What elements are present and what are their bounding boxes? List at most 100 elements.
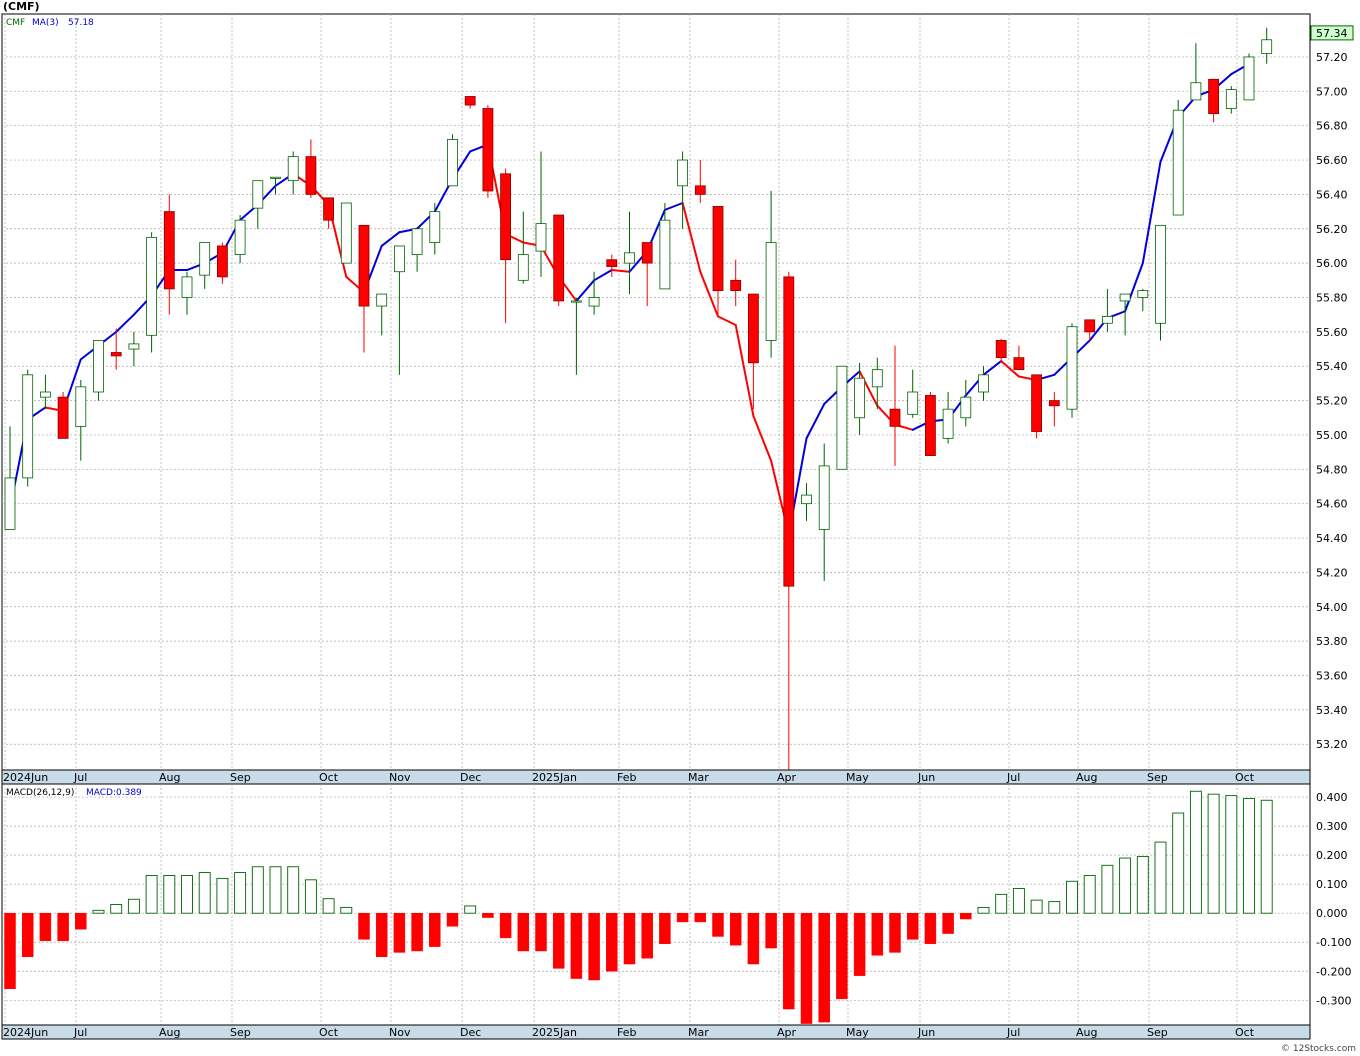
macd-bar: [818, 912, 830, 1023]
macd-bar: [181, 875, 193, 914]
candle: [978, 366, 989, 401]
candle: [110, 328, 122, 370]
macd-y-tick: 0.400: [1316, 791, 1348, 804]
candle-body: [1261, 39, 1273, 54]
macd-bar: [464, 905, 477, 914]
candle-body: [1225, 89, 1237, 109]
date-axis-top: 2024Jun Jul Aug Sep Oct Nov Dec 2025Jan Feb Mar Ap…: [1, 769, 1311, 785]
price-y-tick: 56.60: [1316, 154, 1348, 167]
macd-y-tick: -0.100: [1316, 936, 1351, 949]
candle: [818, 443, 830, 581]
candle: [146, 232, 158, 353]
price-y-tick: 54.00: [1316, 601, 1348, 614]
price-y-tick: 54.80: [1316, 463, 1348, 476]
x-tick-label: May: [846, 1026, 869, 1039]
ma3-segment: [982, 360, 1003, 376]
price-y-tick: 56.80: [1316, 120, 1348, 133]
x-tick-label: Feb: [617, 1026, 636, 1039]
candle-body: [1013, 357, 1025, 371]
macd-bar: [57, 912, 69, 942]
macd-bar: [747, 912, 760, 965]
candle-body: [216, 245, 228, 278]
x-tick-label: Sep: [230, 1026, 251, 1039]
candle: [748, 293, 759, 410]
candle: [730, 259, 742, 307]
macd-bar: [4, 912, 16, 989]
x-tick-label: Oct: [319, 771, 339, 784]
watermark: © 12Stocks.com: [1281, 1044, 1356, 1054]
x-tick-label: Jul: [1006, 771, 1020, 784]
macd-bar: [1083, 875, 1096, 914]
x-tick-label: Aug: [159, 1026, 180, 1039]
price-y-tick: 55.00: [1316, 429, 1348, 442]
candle-body: [305, 156, 317, 195]
macd-bar: [570, 912, 583, 979]
candle: [801, 483, 812, 521]
candle-body: [1155, 224, 1166, 324]
macd-bar: [1154, 841, 1167, 914]
candle-body: [748, 293, 759, 364]
candle-body: [22, 374, 34, 479]
macd-bar: [1243, 798, 1255, 914]
ma3-segment: [575, 279, 596, 302]
price-y-tick: 53.20: [1316, 738, 1348, 751]
x-tick-label: Aug: [1076, 1026, 1097, 1039]
macd-bar: [889, 912, 901, 953]
macd-bar: [39, 912, 52, 942]
x-tick-label: Mar: [688, 771, 709, 784]
x-tick-label: Dec: [460, 1026, 481, 1039]
price-y-axis: 53.20 53.40 53.60 53.80 54.00 54.20 54.40 54.60…: [1316, 51, 1348, 751]
price-panel: 53.20 53.40 53.60 53.80 54.00 54.20 54.40 54.60…: [1, 13, 1354, 796]
candle-body: [163, 211, 175, 290]
candle-body: [199, 242, 211, 276]
candle-body: [571, 300, 582, 303]
x-tick-label: Apr: [777, 771, 797, 784]
candle-body: [447, 139, 458, 187]
candle-body: [978, 374, 989, 393]
ma3-segment: [681, 202, 702, 273]
candle-body: [500, 173, 512, 261]
candle-body: [270, 176, 281, 179]
legend-ma-value: 57.18: [68, 18, 94, 28]
price-y-tick: 54.40: [1316, 532, 1348, 545]
candle: [1119, 293, 1131, 336]
candle-body: [1048, 400, 1060, 407]
date-axis-bottom: 2024Jun Jul Aug Sep Oct Nov Dec 2025Jan Feb Mar Ap…: [1, 1024, 1311, 1040]
candle: [1261, 27, 1273, 64]
candle-body: [694, 185, 706, 195]
price-y-tick: 53.40: [1316, 704, 1348, 717]
macd-y-tick: -0.300: [1316, 994, 1351, 1007]
macd-bar: [499, 912, 512, 939]
macd-bar: [676, 912, 689, 923]
macd-bar: [198, 872, 211, 914]
candle-body: [1119, 293, 1131, 302]
candle: [783, 271, 795, 796]
candle-body: [553, 214, 565, 302]
candle-body: [535, 223, 547, 252]
macd-bar: [800, 912, 813, 1024]
macd-bar: [1119, 857, 1132, 914]
macd-legend-value: MACD:0.389: [86, 788, 142, 798]
candle-body: [181, 276, 193, 298]
candle: [871, 357, 883, 410]
ma3-segment: [663, 202, 684, 211]
macd-histogram: [4, 790, 1273, 1024]
last-price-box: 57.34: [1310, 25, 1354, 41]
macd-y-tick: 0.200: [1316, 849, 1348, 862]
candle-body: [57, 396, 69, 439]
macd-panel: -0.300 -0.200 -0.100 0.000 0.100 0.200 0.300 0.…: [1, 783, 1351, 1026]
candle: [641, 242, 653, 307]
candle: [606, 254, 618, 277]
candle: [535, 151, 547, 277]
candle-body: [517, 254, 529, 281]
candle: [1031, 374, 1042, 439]
macd-bar: [836, 912, 848, 1000]
candle: [57, 392, 69, 439]
macd-bar: [517, 912, 530, 952]
candle: [1225, 86, 1237, 114]
macd-bar: [552, 912, 565, 969]
price-y-tick: 57.00: [1316, 85, 1348, 98]
candle-body: [1137, 290, 1149, 298]
candle-body: [995, 340, 1007, 359]
candle: [305, 139, 317, 198]
